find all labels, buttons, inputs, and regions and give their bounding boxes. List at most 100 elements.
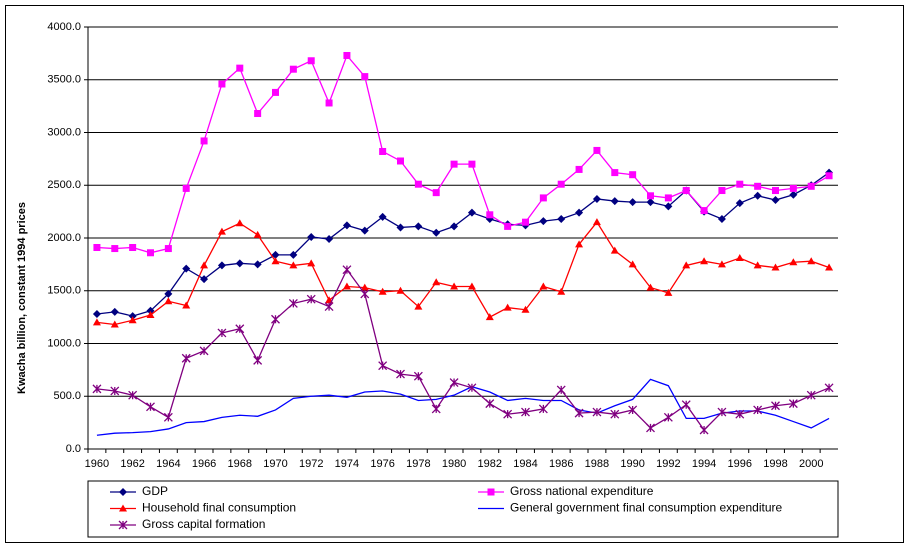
marker (146, 311, 155, 319)
marker (663, 412, 673, 422)
series-line (96, 378, 830, 436)
marker (753, 261, 762, 269)
x-tick-label: 1988 (585, 458, 609, 470)
marker (236, 64, 244, 72)
x-tick-label: 1994 (692, 458, 716, 470)
marker (288, 298, 298, 308)
marker (646, 283, 655, 291)
marker (253, 260, 262, 269)
marker (824, 383, 834, 393)
marker (378, 212, 387, 221)
marker (414, 302, 423, 310)
marker (717, 215, 726, 224)
x-tick-label: 1986 (549, 458, 573, 470)
marker (200, 261, 209, 269)
marker (538, 404, 548, 414)
marker (343, 51, 351, 59)
x-tick-label: 1968 (228, 458, 252, 470)
marker (450, 282, 459, 290)
marker (753, 191, 762, 200)
marker (521, 305, 530, 313)
marker (378, 361, 388, 371)
marker (628, 198, 637, 207)
marker (628, 405, 638, 415)
x-tick-label: 1982 (478, 458, 502, 470)
marker (449, 378, 459, 387)
marker (342, 265, 352, 275)
marker (664, 202, 673, 211)
marker (147, 249, 154, 257)
marker (307, 232, 316, 241)
marker (522, 218, 529, 226)
marker (772, 187, 779, 195)
marker (771, 196, 780, 205)
marker (307, 259, 316, 267)
x-tick-label: 1978 (406, 458, 430, 470)
marker (700, 207, 708, 215)
marker (629, 171, 637, 179)
marker (485, 399, 495, 409)
marker (307, 57, 315, 65)
marker (557, 287, 566, 295)
marker (235, 259, 244, 268)
y-tick-label: 2000.0 (47, 232, 81, 244)
y-tick-label: 1500.0 (47, 285, 81, 297)
marker (360, 226, 369, 235)
marker (610, 197, 619, 206)
marker (146, 402, 155, 412)
marker (414, 180, 422, 188)
x-tick-label: 1996 (728, 458, 752, 470)
marker (717, 407, 727, 417)
marker (271, 314, 280, 324)
marker (128, 390, 138, 400)
marker (521, 407, 530, 417)
legend-label: Household final consumption (142, 501, 296, 515)
marker (110, 307, 119, 316)
marker (575, 208, 584, 217)
legend-label: Gross national expenditure (510, 484, 654, 498)
marker (199, 346, 209, 356)
marker (254, 110, 262, 118)
marker (610, 409, 620, 419)
marker (217, 261, 226, 270)
x-tick-label: 1972 (299, 458, 323, 470)
marker (182, 264, 191, 273)
marker (182, 301, 191, 309)
marker (503, 409, 513, 419)
marker (432, 189, 440, 197)
marker (181, 353, 191, 363)
marker (807, 257, 816, 265)
marker (468, 160, 476, 168)
x-tick-label: 1970 (263, 458, 287, 470)
y-tick-label: 4000.0 (47, 21, 81, 33)
marker (539, 194, 547, 202)
marker (271, 250, 280, 259)
marker (735, 254, 744, 262)
marker (253, 230, 262, 238)
marker (325, 235, 334, 244)
marker (771, 263, 780, 271)
marker (717, 260, 726, 268)
legend-label: General government final consumption exp… (510, 501, 782, 515)
marker (93, 243, 101, 251)
marker (699, 425, 709, 435)
marker (432, 278, 441, 286)
marker (325, 99, 333, 107)
marker (92, 384, 102, 394)
marker (342, 221, 351, 230)
marker (361, 73, 369, 81)
marker (682, 187, 690, 195)
x-tick-label: 1962 (120, 458, 144, 470)
marker (486, 211, 494, 219)
legend: GDP Gross national expenditure Household f… (87, 480, 839, 538)
x-tick-label: 1964 (156, 458, 180, 470)
marker (735, 409, 745, 419)
marker (128, 312, 137, 321)
marker (414, 222, 423, 231)
marker (396, 286, 405, 294)
marker (164, 289, 173, 298)
marker (647, 192, 654, 200)
marker (771, 401, 780, 411)
